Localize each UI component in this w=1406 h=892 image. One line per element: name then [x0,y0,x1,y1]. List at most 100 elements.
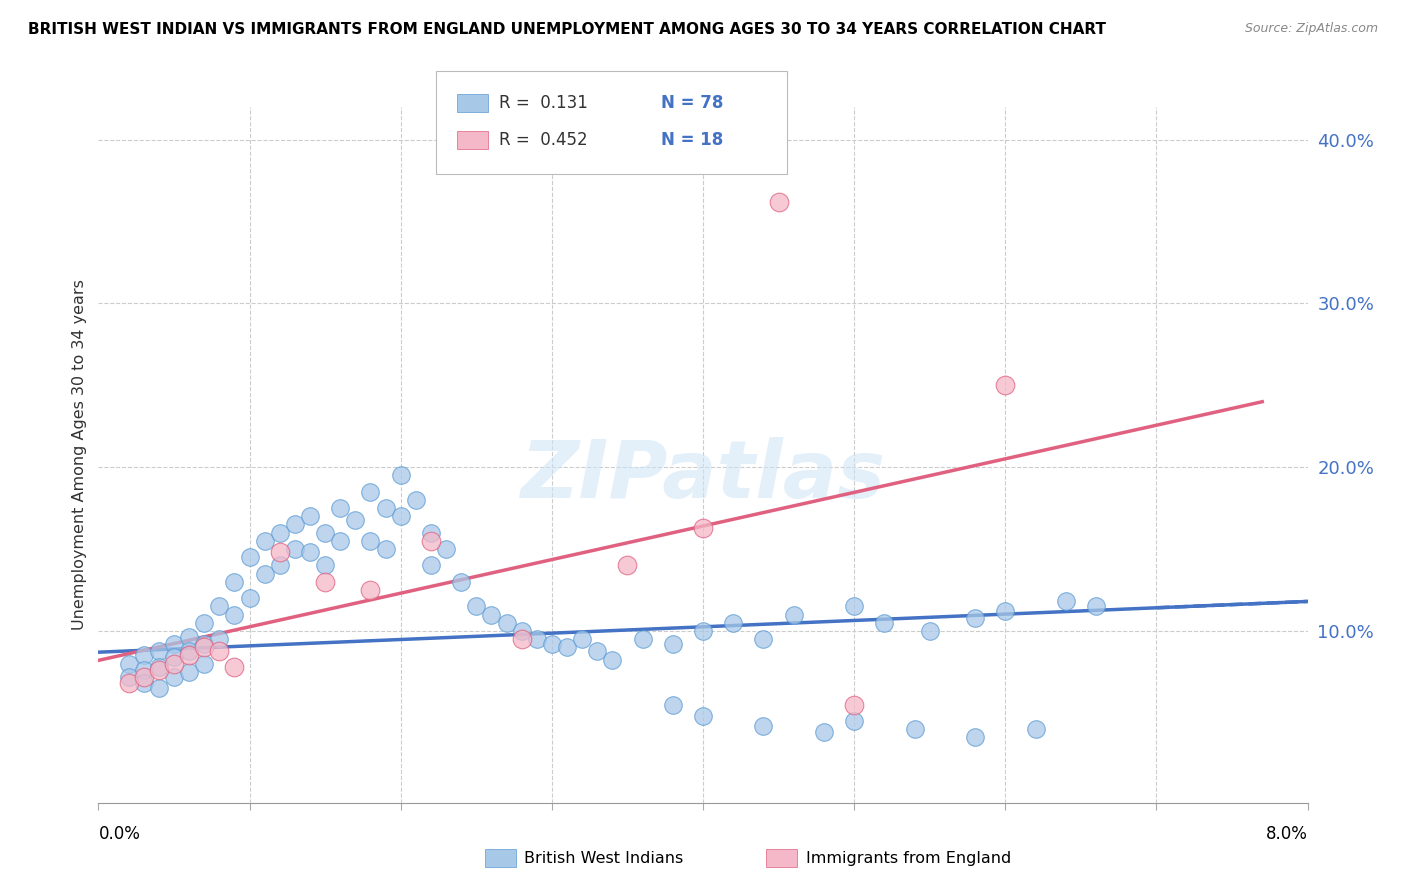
Point [844,714,866,728]
Point [405,492,427,507]
Text: R =  0.452: R = 0.452 [499,131,588,149]
Point [193,640,215,655]
Point [723,615,745,630]
Point [661,637,683,651]
Text: 8.0%: 8.0% [1265,825,1308,843]
Point [344,512,367,526]
Point [1085,599,1108,614]
Point [224,607,246,622]
Point [118,676,141,690]
Point [965,611,987,625]
Point [329,533,352,548]
Point [284,517,307,532]
Point [269,545,291,559]
Point [239,550,262,565]
Point [782,607,804,622]
Point [994,604,1017,618]
Point [269,558,291,573]
Point [813,725,835,739]
Point [873,615,896,630]
Point [616,558,638,573]
Point [768,194,790,209]
Point [1054,594,1077,608]
Point [510,632,533,646]
Point [434,542,457,557]
Point [1024,722,1046,736]
Point [419,533,441,548]
Point [299,509,322,524]
Point [163,657,186,671]
Point [148,660,170,674]
Text: Source: ZipAtlas.com: Source: ZipAtlas.com [1244,22,1378,36]
Point [179,631,201,645]
Point [419,525,441,540]
Point [389,468,412,483]
Point [540,637,562,651]
Point [224,574,246,589]
Point [314,525,336,540]
Point [193,637,215,651]
Point [602,653,624,667]
Point [374,501,396,516]
Point [284,542,307,557]
Point [374,542,396,557]
Point [148,643,170,657]
Point [903,722,925,736]
Point [844,698,866,712]
Point [239,591,262,606]
Point [253,533,276,548]
Point [495,615,517,630]
Point [479,607,503,622]
Point [179,648,201,663]
Point [148,681,170,696]
Point [329,501,352,516]
Point [465,599,488,614]
Point [132,670,155,684]
Point [692,709,714,723]
Point [118,657,141,671]
Point [586,643,609,657]
Point [526,632,548,646]
Point [193,615,215,630]
Point [253,566,276,581]
Point [419,558,441,573]
Point [918,624,941,638]
Point [179,665,201,679]
Point [269,525,291,540]
Point [163,637,186,651]
Point [132,663,155,677]
Y-axis label: Unemployment Among Ages 30 to 34 years: Unemployment Among Ages 30 to 34 years [72,279,87,631]
Point [692,521,714,535]
Point [163,670,186,684]
Point [224,660,246,674]
Text: N = 18: N = 18 [661,131,723,149]
Point [359,582,381,597]
Point [752,719,775,733]
Point [450,574,472,589]
Text: N = 78: N = 78 [661,94,723,112]
Text: BRITISH WEST INDIAN VS IMMIGRANTS FROM ENGLAND UNEMPLOYMENT AMONG AGES 30 TO 34 : BRITISH WEST INDIAN VS IMMIGRANTS FROM E… [28,22,1107,37]
Point [208,643,231,657]
Point [208,632,231,646]
Point [132,648,155,663]
Text: R =  0.131: R = 0.131 [499,94,588,112]
Point [132,676,155,690]
Point [752,632,775,646]
Point [359,484,381,499]
Text: 0.0%: 0.0% [98,825,141,843]
Point [193,657,215,671]
Point [692,624,714,638]
Point [179,643,201,657]
Text: British West Indians: British West Indians [524,851,683,865]
Point [510,624,533,638]
Text: Immigrants from England: Immigrants from England [806,851,1011,865]
Point [163,650,186,665]
Text: ZIPatlas: ZIPatlas [520,437,886,515]
Point [314,558,336,573]
Point [571,632,593,646]
Point [118,670,141,684]
Point [314,574,336,589]
Point [844,599,866,614]
Point [994,378,1017,392]
Point [389,509,412,524]
